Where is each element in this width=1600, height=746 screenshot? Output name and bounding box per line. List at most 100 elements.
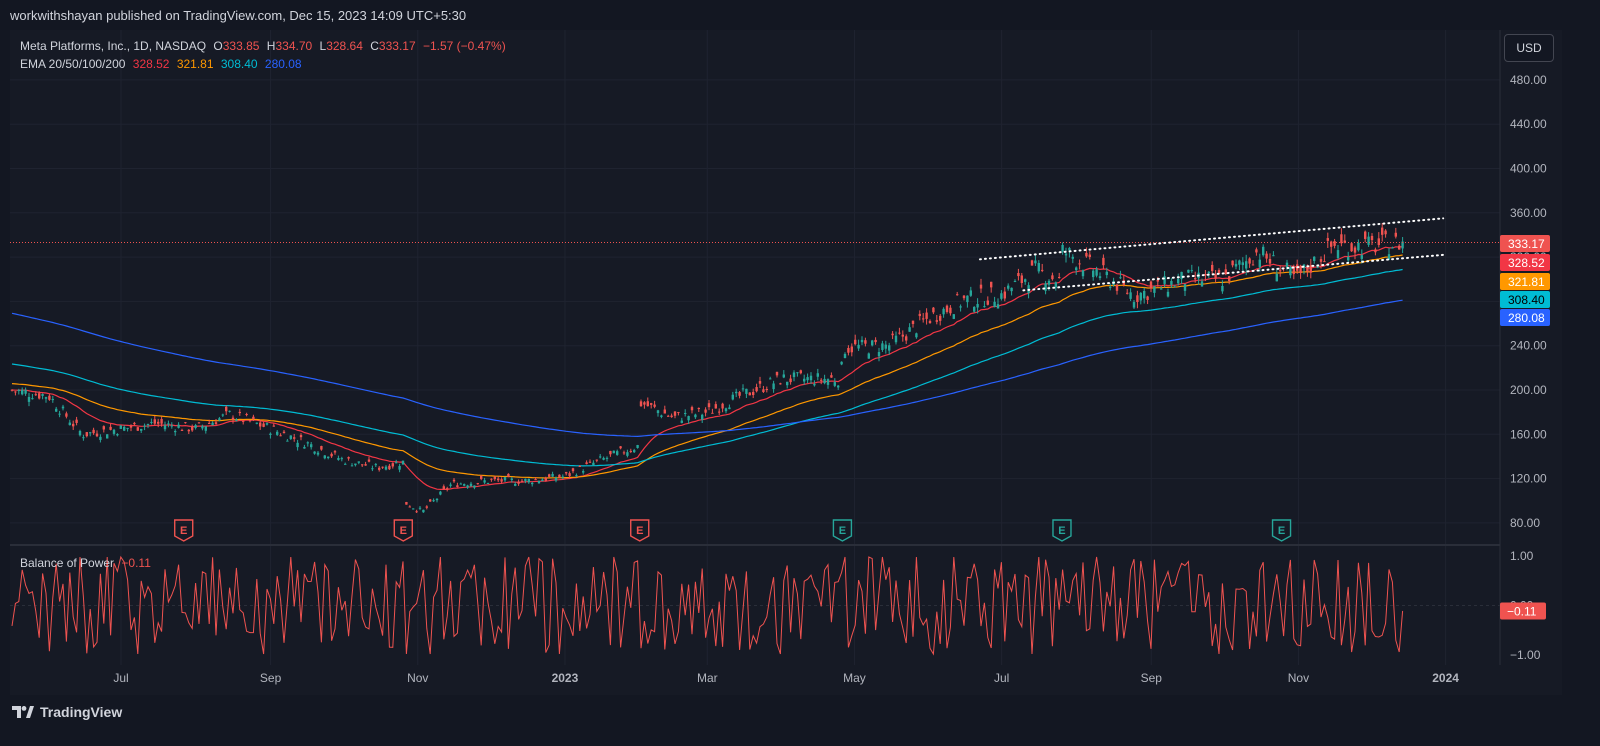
candle-body [745, 388, 748, 394]
candle-body [1398, 245, 1401, 250]
earnings-label: E [839, 525, 846, 537]
candle-body [391, 463, 394, 467]
tradingview-footer[interactable]: TradingView [12, 704, 122, 720]
candle-body [534, 479, 537, 481]
candle-body [208, 423, 211, 425]
candle-body [442, 486, 445, 490]
time-tick-label: Sep [260, 671, 282, 685]
candle-body [979, 284, 983, 289]
tradingview-logo-icon [12, 706, 34, 718]
candle-body [1258, 259, 1261, 268]
candle-body [106, 434, 109, 439]
ema-line [11, 245, 1403, 490]
candle-body [1126, 292, 1129, 294]
ema-line [11, 268, 1403, 467]
candle-body [1194, 278, 1197, 280]
candle-body [1299, 265, 1302, 274]
candle-body [1160, 288, 1163, 290]
candle-body [1156, 279, 1159, 282]
candle-body [969, 290, 972, 296]
candle-body [541, 479, 544, 482]
candle-body [1068, 248, 1071, 251]
candle-body [163, 425, 167, 430]
candle-body [864, 340, 867, 344]
earnings-icon [630, 519, 650, 542]
candle-body [1095, 269, 1098, 276]
candle-body [357, 461, 360, 463]
ema-lines [11, 245, 1403, 490]
symbol-name[interactable]: Meta Platforms, Inc., 1D, NASDAQ [20, 39, 207, 53]
ema20-value: 328.52 [132, 57, 170, 71]
candle-body [1234, 263, 1238, 267]
candle-body [1007, 285, 1010, 289]
candle-body [626, 452, 629, 456]
candle-body [1289, 267, 1292, 276]
candle-body [915, 333, 918, 338]
candle-body [684, 412, 687, 414]
ema-label[interactable]: EMA 20/50/100/200 [20, 57, 126, 71]
bop-pane: 1.000.00−1.00−0.11 [10, 549, 1546, 662]
candle-body [697, 407, 700, 410]
candle-body [527, 478, 530, 483]
candle-body [622, 452, 626, 454]
candle-body [1214, 274, 1217, 279]
trendline [978, 217, 1445, 261]
candle-body [962, 295, 966, 299]
ema-line [11, 299, 1403, 438]
candle-body [1285, 262, 1289, 268]
ema-legend[interactable]: EMA 20/50/100/200 328.52 321.81 308.40 2… [20, 57, 306, 71]
bop-legend[interactable]: Balance of Power −0.11 [20, 556, 155, 570]
candle-body [497, 478, 500, 481]
candle-body [197, 422, 201, 424]
candle-body [27, 396, 31, 402]
candle-body [1061, 244, 1064, 252]
earnings-icon [1052, 519, 1072, 542]
candle-body [945, 305, 949, 312]
candle-body [908, 327, 911, 332]
candle-body [582, 471, 585, 473]
candle-body [935, 320, 938, 322]
candle-body [1364, 231, 1367, 239]
candle-body [293, 437, 296, 439]
candle-body [184, 422, 187, 424]
candle-body [850, 346, 853, 353]
candle-body [160, 419, 163, 424]
candle-body [1231, 260, 1234, 266]
candle-body [646, 401, 649, 407]
candle-body [1200, 281, 1204, 287]
candle-body [1238, 260, 1241, 265]
candle-body [867, 353, 870, 359]
candle-body [55, 408, 58, 412]
ema100-value: 308.40 [220, 57, 258, 71]
candle-body [894, 335, 898, 343]
candle-body [823, 378, 826, 384]
candle-body [1370, 235, 1374, 241]
candle-body [983, 306, 986, 308]
candle-body [520, 480, 524, 482]
candle-body [932, 307, 935, 313]
currency-button[interactable]: USD [1504, 34, 1554, 62]
bop-label[interactable]: Balance of Power [20, 556, 115, 570]
earnings-label: E [180, 525, 187, 537]
candle-body [306, 442, 309, 444]
candle-body [204, 426, 207, 431]
candle-body [796, 372, 799, 374]
candle-body [833, 382, 836, 386]
candle-body [483, 480, 486, 483]
symbol-legend[interactable]: Meta Platforms, Inc., 1D, NASDAQ O333.85… [20, 39, 510, 53]
candle-body [772, 383, 775, 390]
candle-body [1241, 262, 1244, 266]
axes: 80.00120.00160.00200.00240.00280.00320.0… [113, 73, 1550, 685]
candle-body [1224, 269, 1227, 275]
candle-body [381, 466, 384, 468]
candle-body [463, 484, 466, 486]
candle-body [1136, 295, 1139, 302]
candle-body [826, 379, 830, 385]
candle-body [952, 314, 955, 319]
candle-body [41, 394, 44, 396]
candle-body [779, 383, 782, 385]
candle-body [65, 413, 68, 417]
candle-body [714, 404, 717, 409]
candle-body [1166, 291, 1170, 297]
